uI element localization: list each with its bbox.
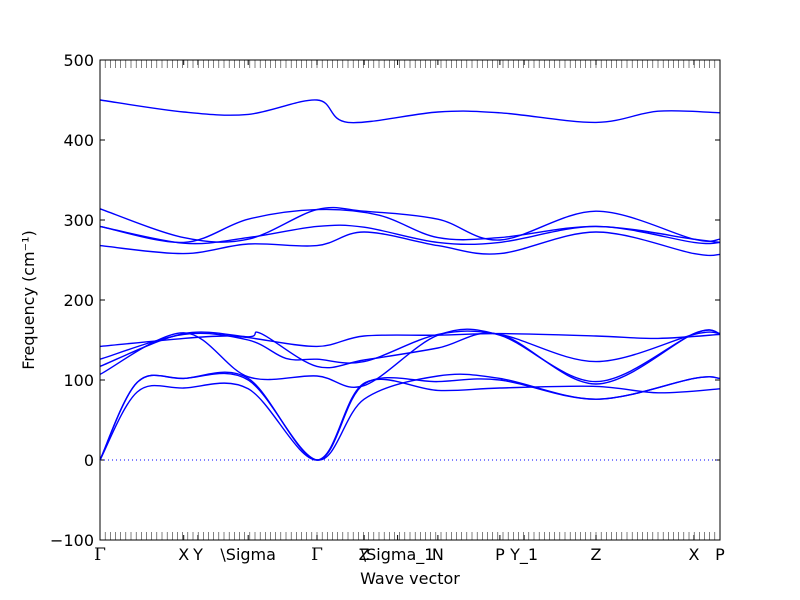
series-line-11 bbox=[99, 372, 721, 461]
series-line-12 bbox=[99, 378, 721, 461]
series-line-4 bbox=[99, 224, 721, 246]
x-tick-labels: Γ X Y \Sigma Γ Z\Sigma_1N P Y_1 Z X P bbox=[94, 545, 725, 565]
x-tick-label: P bbox=[715, 545, 725, 564]
series-line-9 bbox=[99, 328, 721, 388]
series-line-7 bbox=[99, 330, 721, 364]
y-tick-label: 100 bbox=[63, 371, 94, 390]
x-tick-label: \Sigma bbox=[220, 545, 276, 564]
x-tick-label: Γ bbox=[94, 545, 106, 565]
y-tick-label: 0 bbox=[84, 451, 94, 470]
series-line-1 bbox=[99, 99, 721, 124]
y-tick-labels: −100 0 100 200 300 400 500 bbox=[50, 51, 94, 550]
x-tick-label: Z bbox=[591, 545, 602, 564]
x-tick-label: P bbox=[495, 545, 505, 564]
y-tick-label: 400 bbox=[63, 131, 94, 150]
x-axis-label: Wave vector bbox=[360, 569, 460, 588]
y-axis-label: Frequency (cm⁻¹) bbox=[19, 230, 38, 369]
x-tick-label: Z bbox=[359, 545, 370, 564]
y-tick-label: 300 bbox=[63, 211, 94, 230]
x-tick-label: \Sigma_1 bbox=[361, 545, 435, 565]
x-tick-label: X bbox=[178, 545, 189, 564]
plot-frame bbox=[99, 59, 721, 541]
y-tick-label: −100 bbox=[50, 531, 94, 550]
y-tick-label: 500 bbox=[63, 51, 94, 70]
series-line-6 bbox=[99, 332, 721, 348]
series-line-3 bbox=[99, 208, 721, 244]
x-tick-label: Γ bbox=[311, 545, 323, 565]
y-tick-label: 200 bbox=[63, 291, 94, 310]
x-tick-label: X bbox=[688, 545, 699, 564]
axis-ticks bbox=[99, 59, 721, 541]
series-line-8 bbox=[99, 329, 721, 385]
x-tick-label: Y bbox=[192, 545, 203, 564]
x-tick-label: N bbox=[432, 545, 444, 564]
x-tick-label: Y_1 bbox=[509, 545, 538, 565]
series-line-5 bbox=[99, 231, 721, 257]
dispersion-branches bbox=[99, 99, 721, 461]
